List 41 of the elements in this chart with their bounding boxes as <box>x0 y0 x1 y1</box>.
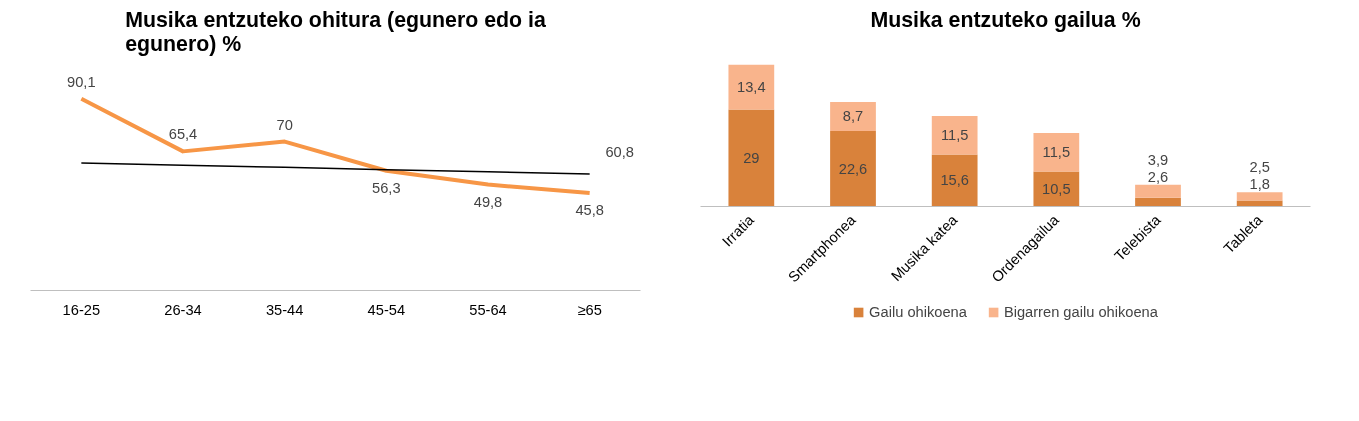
data-label: 11,5 <box>1042 144 1071 161</box>
data-label: 15,6 <box>940 172 969 189</box>
bar <box>830 101 876 131</box>
data-label: 90,1 <box>67 73 96 90</box>
bar <box>728 64 775 110</box>
bar <box>1033 132 1080 172</box>
bar <box>728 109 775 207</box>
x-tick-label: 26-34 <box>164 301 202 318</box>
data-label: 22,6 <box>838 160 868 177</box>
data-label: 29 <box>743 150 760 167</box>
bar <box>931 115 978 155</box>
data-label: 49,8 <box>473 193 503 210</box>
data-label: 2,6 <box>1147 168 1169 185</box>
x-tick-label: ≥65 <box>577 301 602 318</box>
chart-title: Musika entzuteko gailua % <box>870 7 1141 32</box>
chart-title: Musika entzuteko ohitura (egunero edo ia egunero) % <box>125 7 546 56</box>
x-tick-label: 55-64 <box>469 301 507 318</box>
x-tick-label: 16-25 <box>62 301 101 318</box>
data-label: 70 <box>276 116 293 133</box>
bar <box>1236 200 1283 207</box>
data-label: 1,8 <box>1249 176 1270 193</box>
data-label: 13,4 <box>737 79 766 96</box>
data-label: 2,5 <box>1249 159 1270 176</box>
data-label: 11,5 <box>940 127 969 144</box>
bar <box>1236 192 1283 201</box>
annotation: 60,8 <box>605 144 634 161</box>
x-tick-label: 45-54 <box>367 301 406 318</box>
data-label: 45,8 <box>575 202 604 219</box>
bar <box>931 154 978 207</box>
data-label: 3,9 <box>1147 151 1169 168</box>
data-label: 8,7 <box>842 108 864 125</box>
bar <box>1033 171 1080 207</box>
legend-label: Gailu ohikoena <box>869 304 967 320</box>
legend-label: Bigarren gailu ohikoena <box>1003 304 1158 320</box>
data-label: 65,4 <box>168 126 198 143</box>
data-label: 56,3 <box>372 179 401 196</box>
bar <box>1135 197 1181 207</box>
data-label: 10,5 <box>1042 180 1071 197</box>
x-tick-label: 35-44 <box>265 301 304 318</box>
bar <box>830 130 876 207</box>
bar <box>1135 184 1181 198</box>
